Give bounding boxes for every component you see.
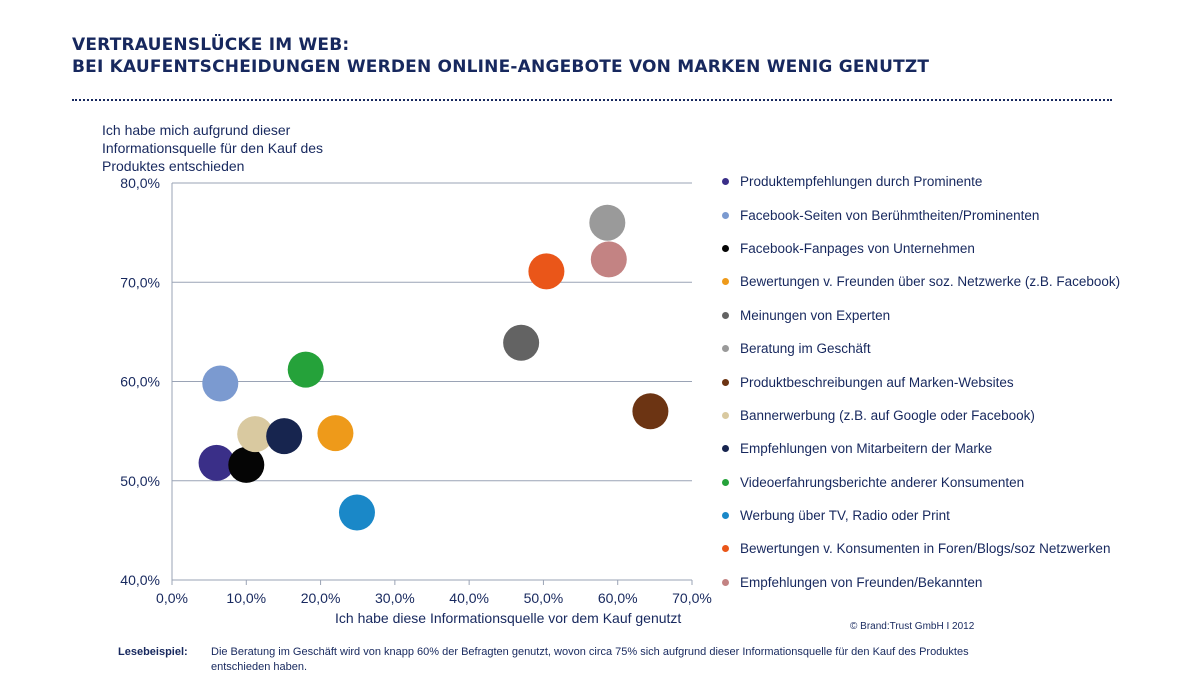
legend-marker-icon [722,512,729,520]
x-tick-label: 0,0% [156,590,188,606]
legend-label: Bewertungen v. Freunden über soz. Netzwe… [740,274,1121,290]
reading-example-label: Lesebeispiel: [118,646,188,658]
legend-item: Empfehlungen von Freunden/Bekannten [722,566,1120,599]
reading-example: Lesebeispiel: Die Beratung im Geschäft w… [118,645,1018,675]
legend-item: Facebook-Seiten von Berühmtheiten/Promin… [722,198,1120,231]
data-point [198,444,235,481]
copyright-note: © Brand:Trust GmbH I 2012 [850,621,975,632]
legend-label: Meinungen von Experten [740,307,891,323]
legend-marker-icon [722,345,729,353]
x-tick-label: 60,0% [598,590,638,606]
data-point [317,415,354,452]
legend-item: Videoerfahrungsberichte anderer Konsumen… [722,466,1120,499]
legend-label: Werbung über TV, Radio oder Print [740,508,950,524]
legend-item: Bewertungen v. Freunden über soz. Netzwe… [722,265,1120,298]
x-axis-label: Ich habe diese Informationsquelle vor de… [335,610,682,626]
legend-marker-icon [722,178,729,186]
reading-example-text: Die Beratung im Geschäft wird von knapp … [211,646,969,673]
x-tick-label: 40,0% [449,590,489,606]
y-tick-label: 60,0% [120,374,160,390]
legend-marker-icon [722,445,729,453]
chart-title-line-2: BEI KAUFENTSCHEIDUNGEN WERDEN ONLINE-ANG… [72,57,930,77]
legend-label: Empfehlungen von Mitarbeitern der Marke [740,441,993,457]
data-point [632,393,669,430]
y-tick-label: 70,0% [120,274,160,290]
legend-label: Facebook-Seiten von Berühmtheiten/Promin… [740,207,1040,223]
legend-marker-icon [722,578,729,586]
legend-item: Bannerwerbung (z.B. auf Google oder Face… [722,399,1120,432]
title-divider [72,99,1112,101]
data-point [287,351,324,388]
x-tick-label: 50,0% [524,590,564,606]
data-point [266,418,303,455]
legend-label: Facebook-Fanpages von Unternehmen [740,240,975,256]
chart-title: VERTRAUENSLÜCKE IM WEB: BEI KAUFENTSCHEI… [72,34,929,78]
legend-label: Produktbeschreibungen auf Marken-Website… [740,374,1014,390]
data-point [237,416,274,453]
legend-item: Produktbeschreibungen auf Marken-Website… [722,365,1120,398]
legend-item: Bewertungen v. Konsumenten in Foren/Blog… [722,532,1120,565]
legend-label: Videoerfahrungsberichte anderer Konsumen… [740,474,1025,490]
legend-marker-icon [722,411,729,419]
data-point [589,204,626,241]
legend-item: Produktempfehlungen durch Prominente [722,165,1120,198]
data-point [338,494,375,531]
legend-item: Empfehlungen von Mitarbeitern der Marke [722,432,1120,465]
legend-label: Empfehlungen von Freunden/Bekannten [740,574,983,590]
data-point [590,241,627,278]
legend-marker-icon [722,244,729,252]
y-tick-label: 40,0% [120,572,160,588]
legend-marker-icon [722,378,729,386]
legend-marker-icon [722,278,729,286]
legend-item: Beratung im Geschäft [722,332,1120,365]
x-tick-label: 30,0% [375,590,415,606]
data-point [202,365,239,402]
legend-marker-icon [722,311,729,319]
data-point [528,253,565,290]
y-tick-label: 50,0% [120,473,160,489]
x-tick-label: 20,0% [301,590,341,606]
legend-item: Werbung über TV, Radio oder Print [722,499,1120,532]
data-point [503,324,540,361]
y-axis-label: Ich habe mich aufgrund dieser Informatio… [102,122,324,174]
x-tick-label: 10,0% [226,590,266,606]
chart-legend: Produktempfehlungen durch Prominente Face… [722,165,1120,599]
legend-label: Bewertungen v. Konsumenten in Foren/Blog… [740,541,1111,557]
legend-label: Beratung im Geschäft [740,341,871,357]
legend-marker-icon [722,545,729,553]
legend-item: Meinungen von Experten [722,299,1120,332]
chart-title-line-1: VERTRAUENSLÜCKE IM WEB: [72,35,350,55]
x-tick-label: 70,0% [672,590,712,606]
legend-label: Bannerwerbung (z.B. auf Google oder Face… [740,407,1035,423]
legend-marker-icon [722,478,729,486]
legend-item: Facebook-Fanpages von Unternehmen [722,232,1120,265]
legend-label: Produktempfehlungen durch Prominente [740,174,983,190]
y-tick-label: 80,0% [120,175,160,191]
data-point [228,446,265,483]
legend-marker-icon [722,211,729,219]
